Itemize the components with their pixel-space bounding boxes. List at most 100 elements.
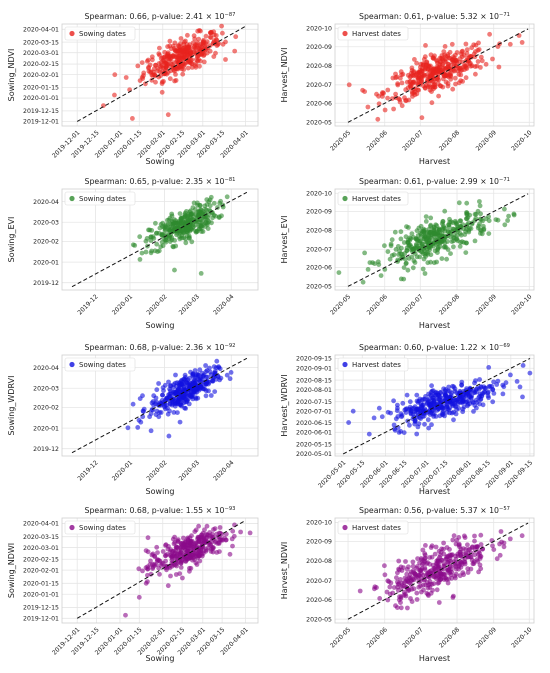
data-point <box>382 572 388 578</box>
data-point <box>183 236 188 242</box>
data-point <box>395 81 400 87</box>
data-point <box>435 247 440 253</box>
data-point <box>186 236 192 241</box>
data-point <box>165 112 171 118</box>
data-point <box>469 45 475 51</box>
data-point <box>166 236 172 241</box>
data-point <box>193 396 199 402</box>
fit-line <box>71 357 248 454</box>
data-point <box>135 425 141 430</box>
data-point <box>459 560 465 565</box>
data-point <box>129 116 135 121</box>
data-point <box>446 554 451 559</box>
title-text: Spearman: 0.68, p-value: 1.55 × 10 <box>85 506 225 515</box>
y-tick-label: 2019-12 <box>33 280 59 287</box>
data-point <box>391 585 397 590</box>
data-point <box>385 95 390 101</box>
scatter-panel: 2019-12-01 2019-12-15 2020-01-01 2020-01-15… <box>7 506 259 663</box>
data-point <box>436 600 442 605</box>
y-axis-label: Harvest_NDVI <box>280 47 289 102</box>
data-point <box>395 582 401 587</box>
data-point <box>386 579 392 584</box>
data-point <box>222 535 228 541</box>
data-point <box>406 564 411 570</box>
data-point <box>456 80 462 86</box>
data-point <box>414 597 420 602</box>
data-point <box>428 230 434 235</box>
data-point <box>404 571 410 577</box>
data-point <box>456 200 462 206</box>
data-point <box>422 421 427 427</box>
data-point <box>393 75 399 81</box>
data-point <box>200 39 206 45</box>
data-point <box>441 566 446 572</box>
plot-frame <box>61 188 259 291</box>
data-point <box>490 543 495 549</box>
data-point <box>451 384 457 390</box>
data-point <box>202 224 208 229</box>
data-point <box>416 421 422 427</box>
data-point <box>346 420 352 425</box>
data-point <box>362 250 368 256</box>
data-point <box>477 199 482 204</box>
title-exponent: −92 <box>225 343 236 349</box>
data-point <box>216 530 222 536</box>
data-point <box>458 218 464 224</box>
data-point <box>433 229 439 235</box>
y-tick-label: 2020-09 <box>306 44 332 51</box>
data-point <box>418 583 423 589</box>
data-point <box>185 383 191 388</box>
data-point <box>185 377 191 383</box>
data-point <box>479 58 485 64</box>
data-point <box>431 570 437 575</box>
data-point <box>477 377 482 382</box>
data-point <box>439 412 445 417</box>
x-tick-label: 2020-08 <box>438 129 461 152</box>
plot-frame <box>61 517 259 624</box>
data-point <box>388 241 394 247</box>
data-point <box>402 256 408 262</box>
data-point <box>397 99 403 105</box>
data-point <box>465 542 470 548</box>
data-point <box>429 554 435 560</box>
data-point <box>449 401 455 407</box>
data-point <box>442 226 448 231</box>
data-point <box>435 558 441 564</box>
data-point <box>425 417 431 423</box>
data-point <box>227 551 233 557</box>
data-point <box>169 563 175 569</box>
data-point <box>467 389 473 395</box>
data-point <box>140 568 145 574</box>
data-point <box>508 372 513 378</box>
data-point <box>433 414 439 419</box>
chart-title: Spearman: 0.61, p-value: 5.32 × 10−71 <box>359 12 510 21</box>
data-point <box>511 211 517 217</box>
data-point <box>486 384 492 389</box>
data-point <box>431 574 436 579</box>
data-point <box>382 243 387 249</box>
legend-label: Harvest dates <box>352 524 401 532</box>
data-point <box>175 537 181 542</box>
y-tick-label: 2019-12 <box>33 446 59 453</box>
data-point <box>366 431 372 437</box>
data-point <box>399 585 404 591</box>
data-point <box>170 244 176 249</box>
y-axis-label: Harvest_NDWI <box>280 542 289 600</box>
data-point <box>174 553 179 559</box>
data-point <box>487 31 492 37</box>
data-point <box>441 386 446 392</box>
data-point <box>409 254 415 260</box>
data-point <box>206 199 212 205</box>
y-tick-label: 2020-01 <box>33 259 59 266</box>
data-point <box>385 597 391 603</box>
data-point <box>444 545 450 550</box>
data-point <box>391 422 397 428</box>
data-point <box>432 53 437 59</box>
data-point <box>410 91 415 96</box>
data-point <box>412 260 418 265</box>
y-tick-label: 2020-06 <box>306 100 332 107</box>
data-point <box>167 43 173 49</box>
data-point <box>199 535 205 541</box>
legend-marker <box>69 195 75 202</box>
data-point <box>193 374 199 380</box>
